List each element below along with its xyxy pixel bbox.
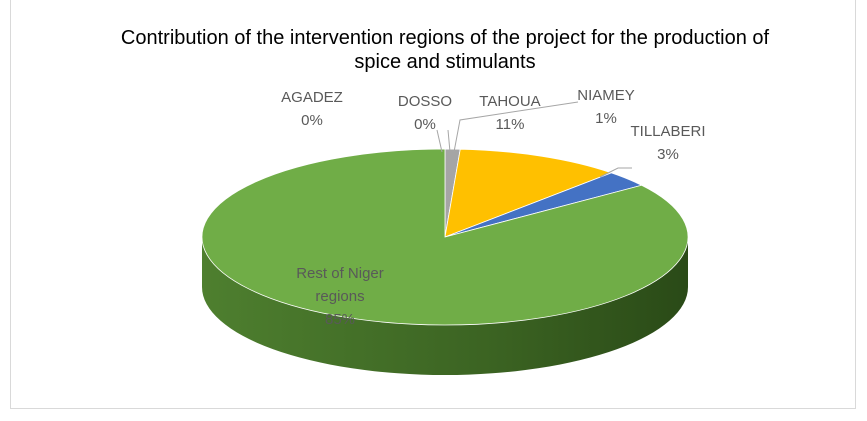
category-label: DOSSO [397,93,453,110]
data-label: NIAMEY 1% [577,84,635,130]
value-label: 85% [324,311,356,328]
leader-line [599,167,632,178]
value-label: 1% [595,110,617,127]
slice-side [202,237,688,375]
leader-line [453,101,579,153]
category-label: TILLABERI [630,123,706,140]
leader-lines [436,101,632,178]
data-label: Rest of Niger regions 85% [275,262,405,331]
category-label: Rest of Niger regions [296,265,384,305]
chart-title: Contribution of the intervention regions… [120,27,770,73]
data-label: DOSSO 0% [398,90,452,136]
category-label: TAHOUA [479,93,541,110]
value-label: 0% [301,112,323,129]
value-label: 0% [414,116,436,133]
category-label: NIAMEY [577,87,635,104]
chart-frame [10,0,856,409]
slice [201,148,689,326]
value-label: 11% [495,116,525,133]
data-label: AGADEZ 0% [281,86,343,132]
data-label: TILLABERI 3% [630,120,705,166]
leader-line [436,129,443,153]
slice [444,148,613,238]
value-label: 3% [657,146,679,163]
data-label: TAHOUA 11% [479,90,540,136]
leader-line [447,129,451,153]
category-label: AGADEZ [281,89,343,106]
pie [201,148,689,375]
